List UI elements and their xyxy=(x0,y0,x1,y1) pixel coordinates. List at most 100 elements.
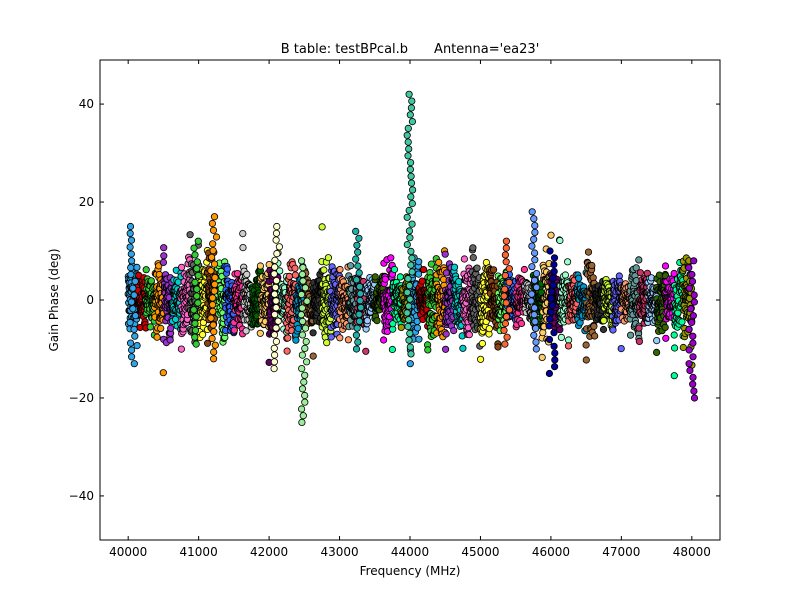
data-point xyxy=(556,326,564,334)
data-point xyxy=(406,234,414,242)
data-point xyxy=(690,387,698,395)
data-point xyxy=(532,269,541,278)
data-point xyxy=(406,295,414,303)
data-point xyxy=(530,304,539,312)
data-point xyxy=(685,346,693,354)
data-point xyxy=(352,331,360,339)
data-point xyxy=(531,222,539,230)
data-point xyxy=(272,229,281,237)
data-point xyxy=(539,328,547,337)
data-point xyxy=(271,256,279,264)
data-point xyxy=(407,172,415,180)
data-point xyxy=(193,265,201,273)
data-point xyxy=(469,254,477,262)
data-point xyxy=(128,346,136,354)
data-point xyxy=(407,104,415,112)
data-point xyxy=(160,244,168,252)
data-point xyxy=(688,270,696,279)
data-point xyxy=(501,340,509,348)
data-point xyxy=(407,247,415,255)
data-point xyxy=(494,343,502,351)
data-point xyxy=(194,237,202,245)
data-point xyxy=(193,292,201,300)
data-point xyxy=(127,236,136,244)
data-point xyxy=(352,255,360,263)
data-point xyxy=(685,360,693,368)
data-point xyxy=(670,344,679,352)
x-tick-label: 45000 xyxy=(461,545,499,559)
data-point xyxy=(662,334,670,342)
data-point xyxy=(243,270,251,278)
data-point xyxy=(549,281,557,289)
data-point xyxy=(547,288,556,296)
data-point xyxy=(517,319,526,328)
data-point xyxy=(272,324,280,332)
data-point xyxy=(418,277,426,285)
data-point xyxy=(406,111,414,119)
y-tick-label: 20 xyxy=(79,195,94,209)
data-point xyxy=(407,350,415,358)
data-point xyxy=(636,269,645,277)
data-point xyxy=(209,301,217,309)
data-point xyxy=(588,261,596,270)
data-point xyxy=(297,290,306,299)
data-point xyxy=(520,265,529,274)
y-axis-label: Gain Phase (deg) xyxy=(47,248,61,351)
data-point xyxy=(301,324,310,332)
data-point xyxy=(403,288,411,296)
data-point xyxy=(130,360,138,368)
data-point xyxy=(545,335,554,344)
x-axis-label: Frequency (MHz) xyxy=(360,564,461,578)
data-point xyxy=(502,258,510,266)
data-point xyxy=(275,243,283,251)
data-point xyxy=(355,234,363,242)
data-point xyxy=(590,322,598,330)
data-point xyxy=(405,302,413,310)
data-point xyxy=(309,329,317,337)
data-point xyxy=(356,290,364,298)
data-point xyxy=(530,215,538,223)
data-point xyxy=(273,222,281,231)
data-point xyxy=(191,326,200,334)
data-point xyxy=(298,364,306,373)
data-point xyxy=(538,353,546,361)
data-point xyxy=(408,186,417,194)
data-point xyxy=(501,251,509,259)
data-point xyxy=(503,333,511,341)
data-point xyxy=(301,398,309,406)
y-tick-label: −20 xyxy=(69,391,94,405)
data-point xyxy=(209,321,217,329)
data-point xyxy=(297,311,305,319)
data-point xyxy=(635,324,643,332)
data-point xyxy=(327,333,335,341)
data-point xyxy=(128,257,136,265)
data-point xyxy=(690,291,698,299)
data-point xyxy=(505,265,513,273)
data-point xyxy=(133,263,141,271)
data-points xyxy=(124,90,699,426)
data-point xyxy=(530,249,539,257)
data-point xyxy=(142,266,150,274)
data-point xyxy=(167,324,175,332)
data-point xyxy=(284,334,292,342)
data-point xyxy=(204,339,212,347)
data-point xyxy=(356,283,364,291)
data-point xyxy=(301,344,309,352)
data-point xyxy=(239,230,247,238)
y-tick-label: 40 xyxy=(79,97,94,111)
data-point xyxy=(653,336,661,345)
data-point xyxy=(531,317,539,326)
data-point xyxy=(273,250,281,258)
data-point xyxy=(192,313,200,321)
data-point xyxy=(528,208,536,216)
data-point xyxy=(661,262,670,270)
data-point xyxy=(126,243,134,251)
data-point xyxy=(301,391,309,400)
data-point xyxy=(353,241,361,249)
data-point xyxy=(689,380,697,388)
data-point xyxy=(550,363,559,371)
data-point xyxy=(557,333,566,341)
data-point xyxy=(126,222,135,231)
data-point xyxy=(502,313,511,321)
